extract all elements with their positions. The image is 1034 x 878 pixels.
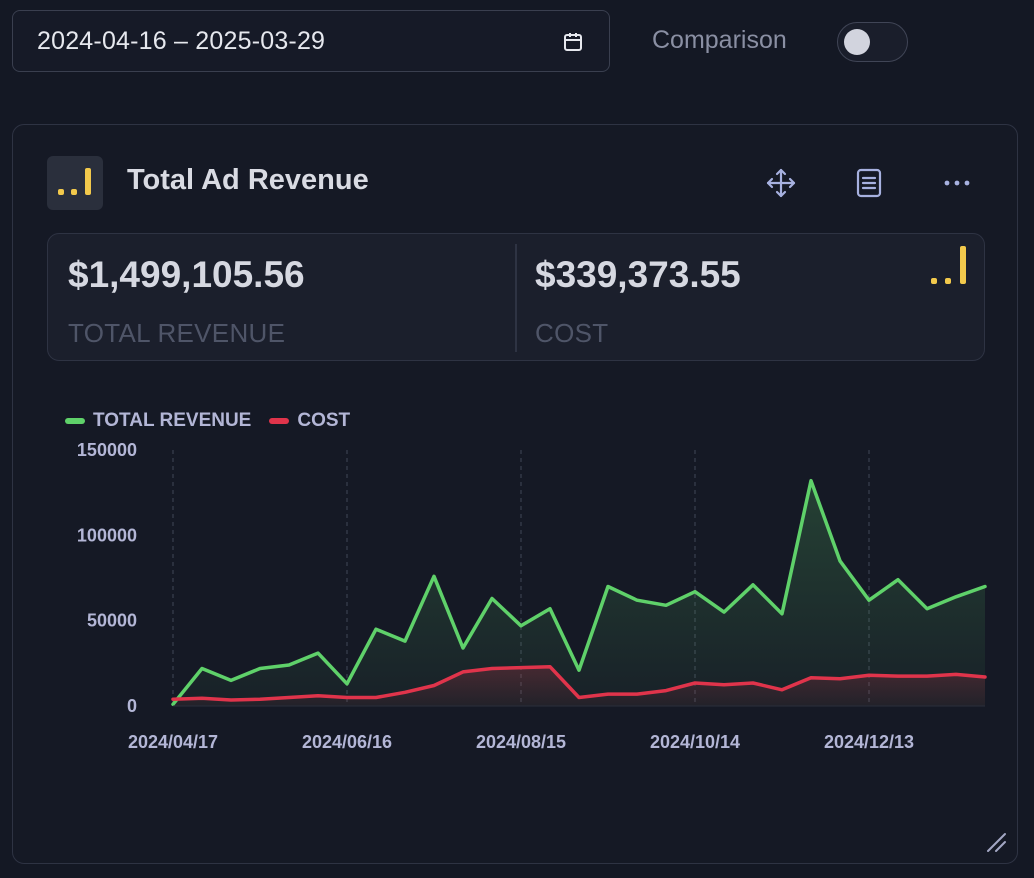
- chart-legend: TOTAL REVENUE COST: [65, 410, 368, 432]
- x-tick-label: 2024/12/13: [824, 732, 914, 752]
- bar-chart-icon: [58, 168, 91, 195]
- calendar-icon[interactable]: [561, 30, 585, 54]
- kpi-divider: [515, 244, 517, 352]
- cost-value: $339,373.55: [535, 254, 741, 295]
- y-tick-label: 0: [127, 696, 137, 716]
- x-tick-label: 2024/04/17: [128, 732, 218, 752]
- date-range-picker[interactable]: 2024-04-16 – 2025-03-29: [12, 10, 610, 72]
- revenue-area: [173, 480, 985, 706]
- revenue-line: [171, 478, 987, 707]
- total-revenue-label: TOTAL REVENUE: [68, 318, 286, 348]
- x-tick-label: 2024/08/15: [476, 732, 566, 752]
- legend-cost-label: COST: [297, 410, 351, 431]
- date-range-text: 2024-04-16 – 2025-03-29: [37, 26, 326, 55]
- y-tick-label: 100000: [77, 525, 137, 545]
- total-revenue-value: $1,499,105.56: [68, 254, 305, 295]
- x-tick-label: 2024/06/16: [302, 732, 392, 752]
- y-tick-label: 50000: [87, 611, 137, 631]
- revenue-chart: 0 50000 100000 150000 2024/04/17 2024/06/16 20…: [77, 440, 987, 752]
- cost-label: COST: [535, 318, 609, 348]
- comparison-toggle[interactable]: [837, 22, 908, 62]
- y-tick-label: 150000: [77, 440, 137, 460]
- legend-revenue[interactable]: TOTAL REVENUE: [65, 410, 251, 432]
- resize-handle-icon[interactable]: [985, 831, 1007, 853]
- legend-cost-swatch: [269, 418, 290, 424]
- cost-area: [173, 666, 985, 706]
- revenue-card: Total Ad Revenue $1,499,105.56 TOTAL REV…: [12, 124, 1018, 864]
- move-icon[interactable]: [765, 167, 797, 199]
- mini-bar-chart-icon: [931, 246, 966, 284]
- more-icon[interactable]: [941, 167, 973, 199]
- legend-cost[interactable]: COST: [269, 410, 350, 432]
- card-logo: [47, 156, 103, 210]
- card-title: Total Ad Revenue: [127, 164, 369, 196]
- document-icon[interactable]: [853, 167, 885, 199]
- x-tick-label: 2024/10/14: [650, 732, 740, 752]
- kpi-summary: $1,499,105.56 TOTAL REVENUE $339,373.55 …: [47, 233, 985, 361]
- legend-revenue-label: TOTAL REVENUE: [93, 410, 252, 431]
- legend-revenue-swatch: [65, 418, 85, 424]
- toggle-knob: [844, 29, 870, 55]
- comparison-label: Comparison: [652, 26, 787, 54]
- cost-line: [171, 664, 987, 702]
